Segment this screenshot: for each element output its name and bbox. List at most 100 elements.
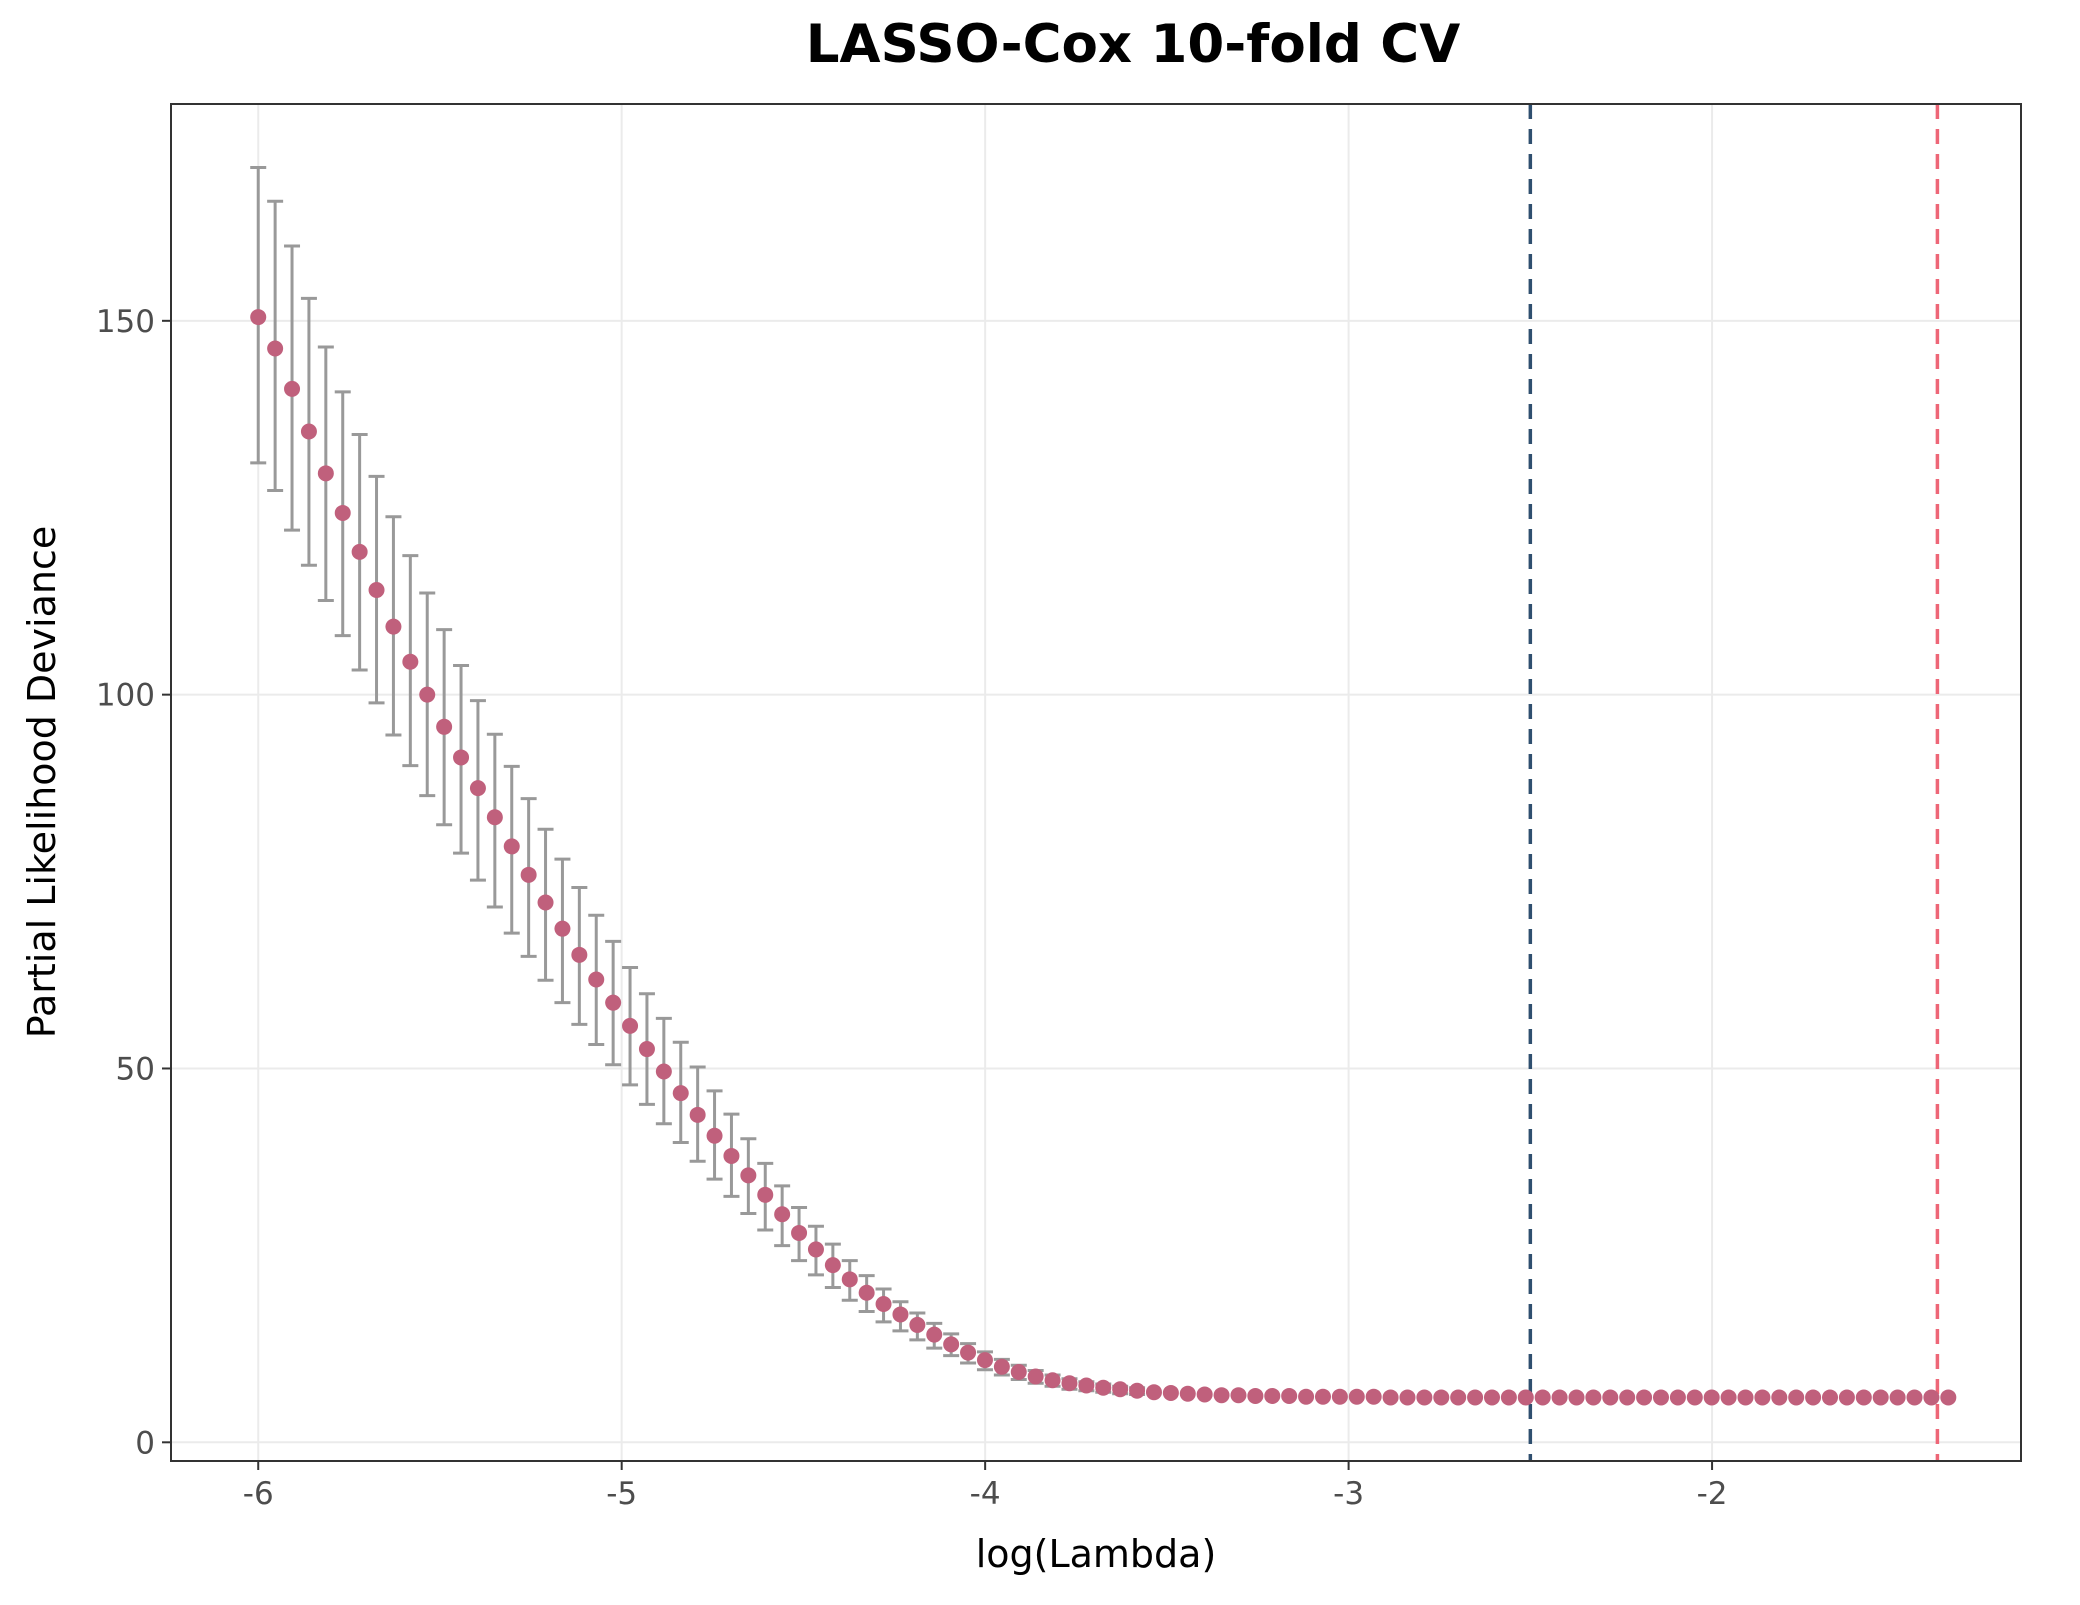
data-point — [402, 653, 419, 670]
data-point — [909, 1316, 926, 1333]
data-point — [622, 1017, 639, 1034]
data-point — [1281, 1387, 1298, 1404]
data-point — [1247, 1387, 1264, 1404]
data-point — [1399, 1389, 1416, 1406]
data-point — [824, 1257, 841, 1274]
data-point — [1703, 1389, 1720, 1406]
data-point — [1551, 1389, 1568, 1406]
data-point — [1365, 1388, 1382, 1405]
data-point — [385, 618, 402, 635]
data-point — [689, 1106, 706, 1123]
data-point — [1264, 1387, 1281, 1404]
data-point — [1027, 1368, 1044, 1385]
data-point — [368, 581, 385, 598]
data-point — [1179, 1385, 1196, 1402]
data-point — [1534, 1389, 1551, 1406]
data-point — [1517, 1389, 1534, 1406]
data-point — [1602, 1389, 1619, 1406]
data-point — [1737, 1389, 1754, 1406]
data-point — [1619, 1389, 1636, 1406]
data-point — [1145, 1384, 1162, 1401]
data-point — [1889, 1389, 1906, 1406]
data-point — [588, 971, 605, 988]
data-point — [317, 465, 334, 482]
data-point — [1805, 1389, 1822, 1406]
data-point — [892, 1306, 909, 1323]
data-point — [520, 866, 537, 883]
data-point — [672, 1085, 689, 1102]
data-point — [706, 1127, 723, 1144]
data-point — [267, 340, 284, 357]
data-point — [334, 504, 351, 521]
data-point — [1331, 1388, 1348, 1405]
data-point — [537, 894, 554, 911]
data-point — [300, 423, 317, 440]
data-point — [1822, 1389, 1839, 1406]
data-point — [655, 1063, 672, 1080]
data-point — [960, 1344, 977, 1361]
data-point — [419, 686, 436, 703]
data-point — [453, 749, 470, 766]
data-point — [1129, 1382, 1146, 1399]
data-point — [1213, 1387, 1230, 1404]
data-point — [1433, 1389, 1450, 1406]
data-point — [1652, 1389, 1669, 1406]
x-tick-label: -3 — [1333, 1476, 1364, 1512]
data-point — [1585, 1389, 1602, 1406]
data-point — [807, 1241, 824, 1258]
data-point — [858, 1284, 875, 1301]
data-point — [1686, 1389, 1703, 1406]
data-point — [1771, 1389, 1788, 1406]
data-point — [351, 543, 368, 560]
data-point — [1078, 1377, 1095, 1394]
data-point — [1906, 1389, 1923, 1406]
data-point — [1196, 1386, 1213, 1403]
data-point — [1669, 1389, 1686, 1406]
data-point — [1500, 1389, 1517, 1406]
data-point — [1162, 1384, 1179, 1401]
data-point — [1382, 1389, 1399, 1406]
data-point — [436, 718, 453, 735]
x-tick-label: -2 — [1697, 1476, 1728, 1512]
data-point — [943, 1336, 960, 1353]
data-point — [926, 1326, 943, 1343]
y-tick-label: 150 — [96, 304, 155, 340]
data-point — [1940, 1389, 1957, 1406]
y-tick-label: 100 — [96, 678, 155, 714]
chart-title: LASSO-Cox 10-fold CV — [806, 14, 1460, 75]
data-point — [469, 780, 486, 797]
data-point — [605, 994, 622, 1011]
data-point — [1720, 1389, 1737, 1406]
data-point — [250, 309, 267, 326]
data-point — [1923, 1389, 1940, 1406]
data-point — [774, 1206, 791, 1223]
data-point — [1314, 1388, 1331, 1405]
data-points — [250, 309, 1957, 1406]
data-point — [993, 1358, 1010, 1375]
data-point — [1348, 1388, 1365, 1405]
data-point — [638, 1041, 655, 1058]
x-tick-label: -5 — [606, 1476, 637, 1512]
data-point — [1095, 1379, 1112, 1396]
x-tick-label: -4 — [970, 1476, 1001, 1512]
data-point — [503, 838, 520, 855]
data-point — [571, 946, 588, 963]
data-point — [554, 920, 571, 937]
data-point — [1010, 1364, 1027, 1381]
data-point — [284, 380, 301, 397]
y-axis-title: Partial Likelihood Deviance — [20, 526, 64, 1038]
y-tick-label: 50 — [116, 1051, 155, 1087]
data-point — [486, 809, 503, 826]
data-point — [841, 1271, 858, 1288]
data-point — [757, 1186, 774, 1203]
data-point — [1754, 1389, 1771, 1406]
data-point — [723, 1147, 740, 1164]
x-tick-label: -6 — [243, 1476, 274, 1512]
y-tick-label: 0 — [135, 1425, 155, 1461]
axes: -6 -5 -4 -3 -2 0 50 100 150 — [96, 304, 1728, 1512]
data-point — [1061, 1375, 1078, 1392]
data-point — [1450, 1389, 1467, 1406]
data-point — [1636, 1389, 1653, 1406]
